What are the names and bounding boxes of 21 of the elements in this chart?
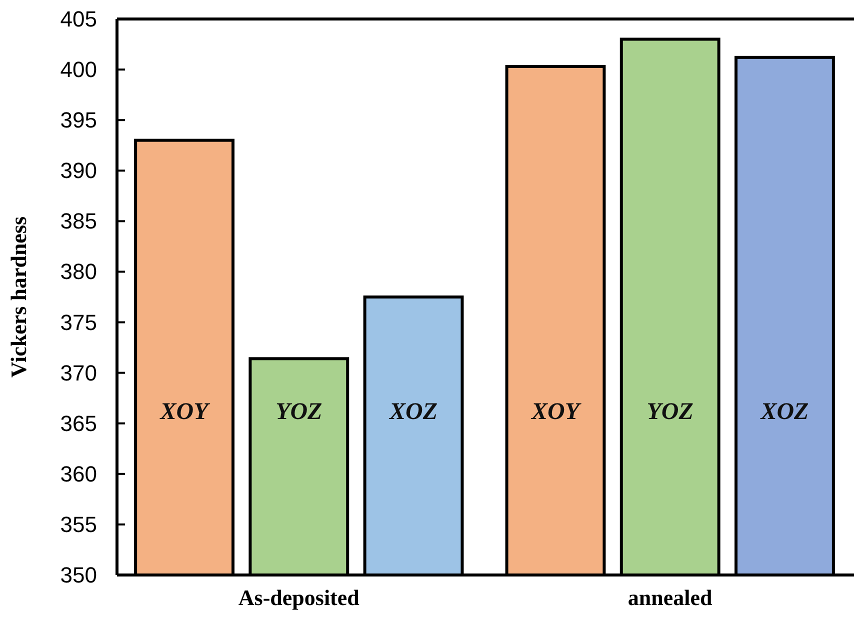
y-tick-label: 350 bbox=[60, 562, 97, 588]
text: XOY bbox=[160, 398, 208, 425]
y-tick-label: 400 bbox=[60, 57, 97, 82]
y-tick-label: 375 bbox=[60, 310, 97, 335]
x-tick-label: annealed bbox=[628, 585, 712, 610]
series-label: YOZ bbox=[276, 398, 323, 425]
text: XOZ bbox=[760, 398, 809, 425]
y-tick-label: 390 bbox=[60, 158, 97, 184]
y-tick-label: 395 bbox=[60, 108, 97, 133]
y-tick-label: 355 bbox=[60, 512, 97, 537]
y-tick-label: 405 bbox=[60, 6, 97, 32]
y-tick-label: 360 bbox=[60, 461, 97, 486]
text: YOZ bbox=[646, 398, 694, 425]
x-tick-label: As-deposited bbox=[238, 585, 360, 610]
series-label: XOY bbox=[530, 398, 582, 425]
y-tick-label: 380 bbox=[60, 259, 97, 284]
y-tick-label: 365 bbox=[60, 410, 97, 436]
y-tick-label: 385 bbox=[60, 208, 97, 234]
series-label: XOZ bbox=[388, 398, 438, 425]
y-axis-title: Vickers hardness bbox=[6, 216, 31, 378]
y-tick-label: 370 bbox=[60, 360, 97, 386]
